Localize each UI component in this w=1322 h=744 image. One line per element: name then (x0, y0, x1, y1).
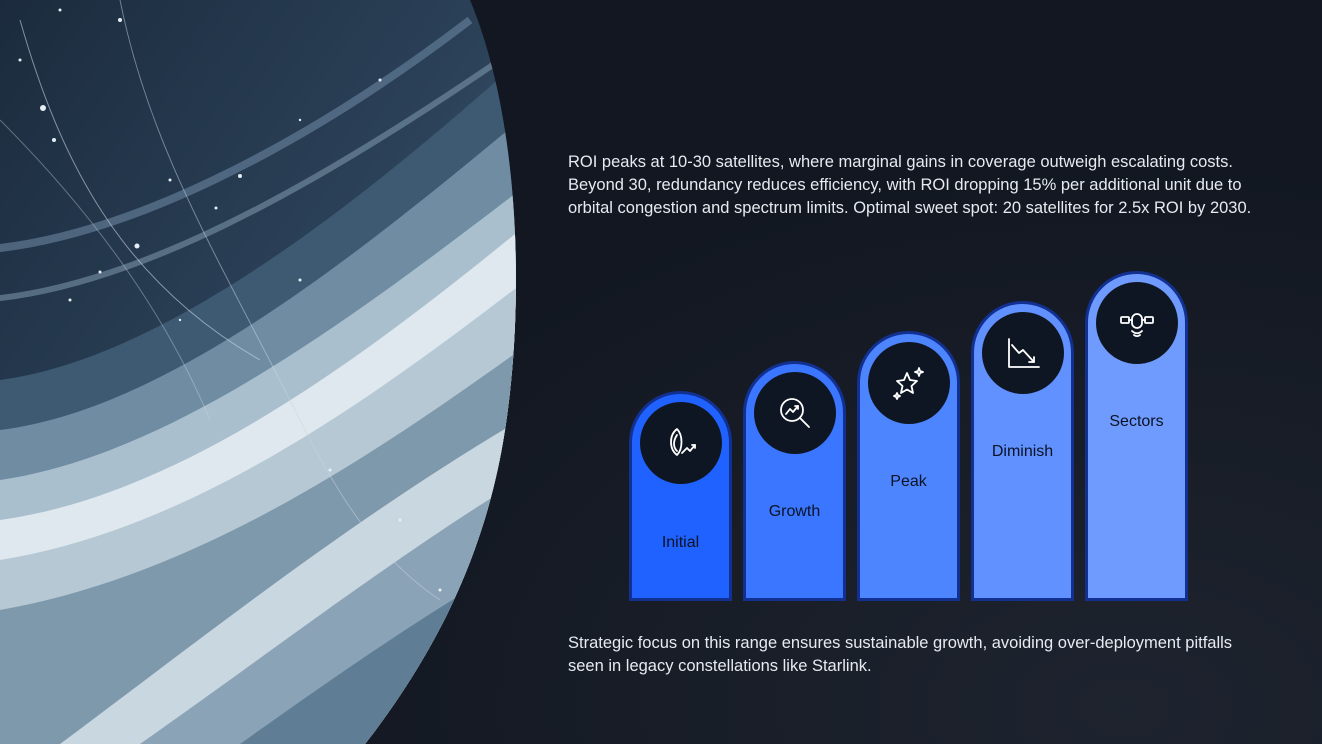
sparkle-star-icon (867, 342, 950, 424)
declining-chart-icon (981, 312, 1064, 394)
stage-pillar-diminish: Diminish (971, 301, 1074, 601)
stage-label: Growth (768, 503, 821, 520)
magnifier-trend-icon (753, 372, 836, 454)
seed-growth-icon (639, 402, 722, 484)
closing-paragraph: Strategic focus on this range ensures su… (568, 634, 1233, 675)
intro-paragraph: ROI peaks at 10-30 satellites, where mar… (568, 153, 1252, 217)
orbital-artwork (0, 0, 520, 744)
stage-pillar-sectors: Sectors (1085, 271, 1188, 601)
stage-label: Diminish (991, 443, 1054, 460)
stage-pillar-initial: Initial (629, 391, 732, 601)
stage-pillar-growth: Growth (743, 361, 846, 601)
stage-label: Peak (890, 473, 927, 490)
stage-label: Sectors (1109, 413, 1164, 430)
stage-label: Initial (661, 534, 700, 551)
satellite-icon (1095, 282, 1178, 364)
stage-pillar-peak: Peak (857, 331, 960, 601)
